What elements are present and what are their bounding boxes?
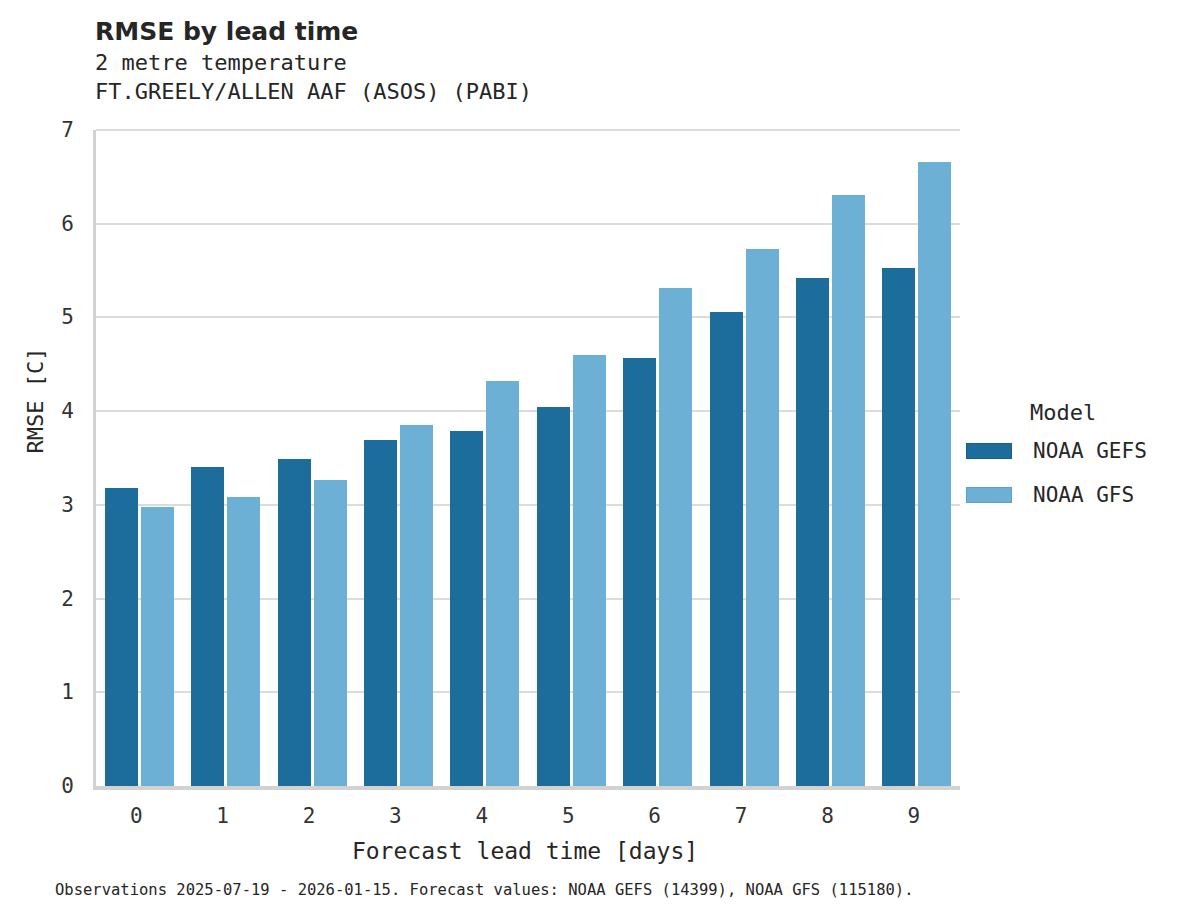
chart-title: RMSE by lead time — [95, 16, 532, 48]
y-tick-label-7: 7 — [30, 117, 74, 143]
bar-noaa-gefs-lead-2 — [278, 459, 311, 786]
bar-noaa-gfs-lead-1 — [227, 497, 260, 786]
footer-caption: Observations 2025-07-19 - 2026-01-15. Fo… — [55, 881, 914, 899]
bar-noaa-gefs-lead-1 — [191, 467, 224, 786]
bar-group-lead-1 — [182, 130, 268, 786]
y-tick-label-0: 0 — [30, 773, 74, 799]
legend-entry-noaa-gfs: NOAA GFS — [966, 483, 1147, 507]
bar-noaa-gfs-lead-3 — [400, 425, 433, 786]
x-tick-label-7: 7 — [698, 804, 784, 828]
bar-noaa-gfs-lead-9 — [918, 162, 951, 786]
chart-header: RMSE by lead time 2 metre temperature FT… — [95, 16, 532, 106]
bar-series-container — [96, 130, 960, 786]
bar-noaa-gefs-lead-7 — [710, 312, 743, 786]
y-tick-label-3: 3 — [30, 492, 74, 518]
bar-group-lead-2 — [269, 130, 355, 786]
y-axis-tick-labels: 01234567 — [30, 130, 74, 786]
y-tick-label-4: 4 — [30, 398, 74, 424]
legend-label: NOAA GFS — [1033, 483, 1134, 507]
x-tick-label-3: 3 — [352, 804, 438, 828]
y-tick-label-2: 2 — [30, 586, 74, 612]
chart-subtitle-variable: 2 metre temperature — [95, 48, 532, 77]
legend-entries: NOAA GEFS NOAA GFS — [966, 439, 1147, 507]
legend-swatch-noaa-gefs — [966, 443, 1012, 459]
x-tick-label-6: 6 — [611, 804, 697, 828]
bar-noaa-gefs-lead-8 — [796, 278, 829, 786]
x-tick-label-0: 0 — [93, 804, 179, 828]
y-tick-label-1: 1 — [30, 679, 74, 705]
bar-noaa-gfs-lead-2 — [314, 480, 347, 786]
bar-group-lead-7 — [701, 130, 787, 786]
x-tick-label-5: 5 — [525, 804, 611, 828]
bar-group-lead-4 — [442, 130, 528, 786]
legend-title: Model — [1030, 400, 1147, 425]
bar-noaa-gfs-lead-4 — [486, 381, 519, 786]
bar-noaa-gfs-lead-0 — [141, 507, 174, 786]
legend-label: NOAA GEFS — [1033, 439, 1147, 463]
x-tick-label-1: 1 — [179, 804, 265, 828]
plot-area — [93, 130, 960, 790]
bar-noaa-gefs-lead-9 — [882, 268, 915, 786]
legend-entry-noaa-gefs: NOAA GEFS — [966, 439, 1147, 463]
x-axis-title: Forecast lead time [days] — [93, 838, 957, 864]
bar-group-lead-3 — [355, 130, 441, 786]
chart-figure: RMSE by lead time 2 metre temperature FT… — [0, 0, 1195, 919]
x-tick-label-8: 8 — [784, 804, 870, 828]
bar-noaa-gfs-lead-5 — [573, 355, 606, 786]
bar-noaa-gfs-lead-7 — [746, 249, 779, 786]
x-tick-label-4: 4 — [439, 804, 525, 828]
bar-noaa-gefs-lead-6 — [623, 358, 656, 786]
bar-group-lead-0 — [96, 130, 182, 786]
bar-group-lead-5 — [528, 130, 614, 786]
bar-noaa-gfs-lead-6 — [659, 288, 692, 786]
x-axis-tick-labels: 0123456789 — [93, 804, 957, 828]
legend-swatch-noaa-gfs — [966, 487, 1012, 503]
x-tick-label-2: 2 — [266, 804, 352, 828]
y-tick-label-5: 5 — [30, 304, 74, 330]
bar-noaa-gefs-lead-0 — [105, 488, 138, 786]
chart-subtitle-station: FT.GREELY/ALLEN AAF (ASOS) (PABI) — [95, 77, 532, 106]
bar-noaa-gefs-lead-5 — [537, 407, 570, 786]
x-tick-label-9: 9 — [871, 804, 957, 828]
y-tick-label-6: 6 — [30, 211, 74, 237]
bar-noaa-gefs-lead-3 — [364, 440, 397, 786]
bar-noaa-gefs-lead-4 — [450, 431, 483, 786]
bar-group-lead-9 — [874, 130, 960, 786]
bar-noaa-gfs-lead-8 — [832, 195, 865, 786]
legend: Model NOAA GEFS NOAA GFS — [966, 400, 1147, 527]
bar-group-lead-8 — [787, 130, 873, 786]
bar-group-lead-6 — [614, 130, 700, 786]
